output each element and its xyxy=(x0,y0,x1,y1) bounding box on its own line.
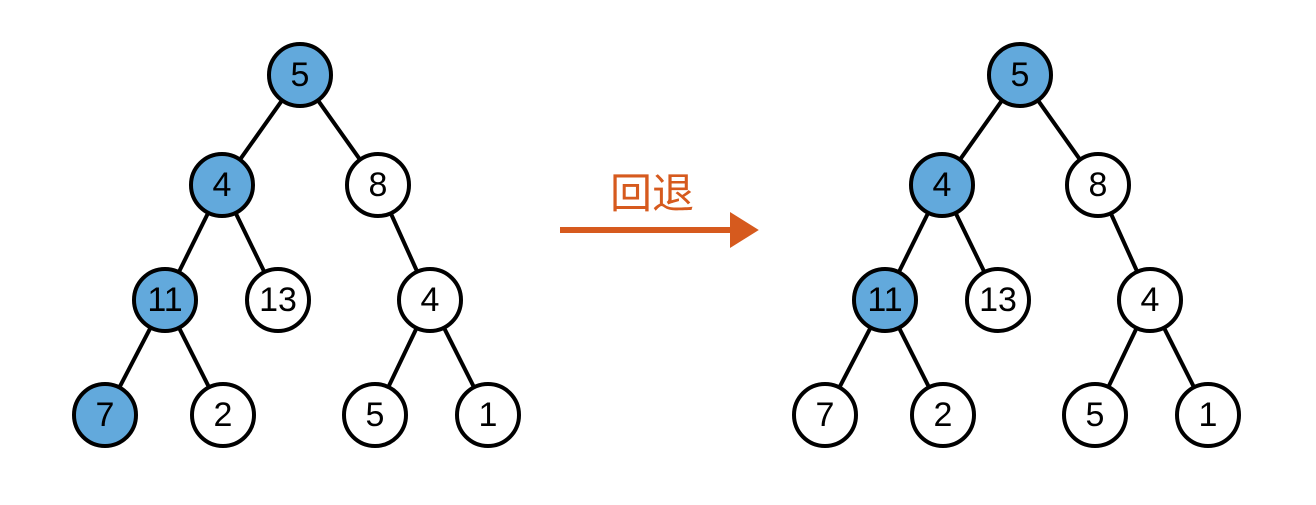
tree-node-left: 13 xyxy=(247,269,309,331)
arrow-label: 回退 xyxy=(610,160,694,221)
tree-node-left: 5 xyxy=(344,384,406,446)
tree-edge xyxy=(318,100,360,159)
tree-edge xyxy=(960,100,1002,159)
tree-node-label: 4 xyxy=(1141,281,1160,319)
tree-edge xyxy=(1111,213,1137,272)
tree-node-label: 13 xyxy=(259,281,297,319)
diagram-canvas: 5 4 8 11 13 4 7 2 5 1 5 4 8 11 13 4 7 2 5 1 回退 xyxy=(0,0,1316,505)
tree-edge xyxy=(956,213,985,272)
tree-node-right: 11 xyxy=(854,269,916,331)
tree-node-label: 13 xyxy=(979,281,1017,319)
tree-node-label: 4 xyxy=(421,281,440,319)
tree-edge xyxy=(839,327,870,387)
tree-node-right: 5 xyxy=(1064,384,1126,446)
tree-edge xyxy=(179,328,209,388)
tree-node-right: 2 xyxy=(912,384,974,446)
tree-node-left: 7 xyxy=(74,384,136,446)
tree-edge xyxy=(1108,328,1136,387)
tree-node-label: 5 xyxy=(1086,396,1105,434)
tree-node-label: 4 xyxy=(213,166,232,204)
tree-edge xyxy=(1038,100,1080,159)
tree-edge xyxy=(236,213,265,272)
tree-node-left: 4 xyxy=(191,154,253,216)
tree-edge xyxy=(444,328,474,388)
tree-edge xyxy=(240,100,282,159)
tree-node-label: 5 xyxy=(291,56,310,94)
tree-edge xyxy=(391,213,417,272)
tree-node-label: 1 xyxy=(479,396,498,434)
tree-node-label: 11 xyxy=(867,281,902,319)
tree-node-right: 4 xyxy=(1119,269,1181,331)
tree-edge xyxy=(899,213,928,272)
tree-node-label: 5 xyxy=(1011,56,1030,94)
tree-node-left: 1 xyxy=(457,384,519,446)
tree-node-right: 8 xyxy=(1067,154,1129,216)
tree-edge xyxy=(899,328,929,388)
tree-node-left: 2 xyxy=(192,384,254,446)
backtrack-arrow-head xyxy=(730,212,759,248)
tree-node-label: 8 xyxy=(1089,166,1108,204)
tree-svg: 5 4 8 11 13 4 7 2 5 1 5 4 8 11 13 4 7 2 5 1 xyxy=(0,0,1316,505)
tree-node-right: 7 xyxy=(794,384,856,446)
tree-node-label: 4 xyxy=(933,166,952,204)
tree-node-label: 1 xyxy=(1199,396,1218,434)
tree-node-right: 1 xyxy=(1177,384,1239,446)
tree-node-left: 11 xyxy=(134,269,196,331)
tree-node-right: 4 xyxy=(911,154,973,216)
tree-edge xyxy=(1164,328,1194,388)
tree-node-label: 11 xyxy=(147,281,182,319)
tree-node-right: 5 xyxy=(989,44,1051,106)
tree-node-left: 8 xyxy=(347,154,409,216)
tree-node-label: 7 xyxy=(96,396,115,434)
tree-edge xyxy=(388,328,416,387)
tree-node-left: 4 xyxy=(399,269,461,331)
tree-node-label: 2 xyxy=(214,396,233,434)
tree-node-label: 7 xyxy=(816,396,835,434)
tree-node-left: 5 xyxy=(269,44,331,106)
tree-node-label: 5 xyxy=(366,396,385,434)
tree-edge xyxy=(179,213,208,272)
tree-node-label: 8 xyxy=(369,166,388,204)
tree-node-label: 2 xyxy=(934,396,953,434)
tree-edge xyxy=(119,327,150,387)
tree-node-right: 13 xyxy=(967,269,1029,331)
